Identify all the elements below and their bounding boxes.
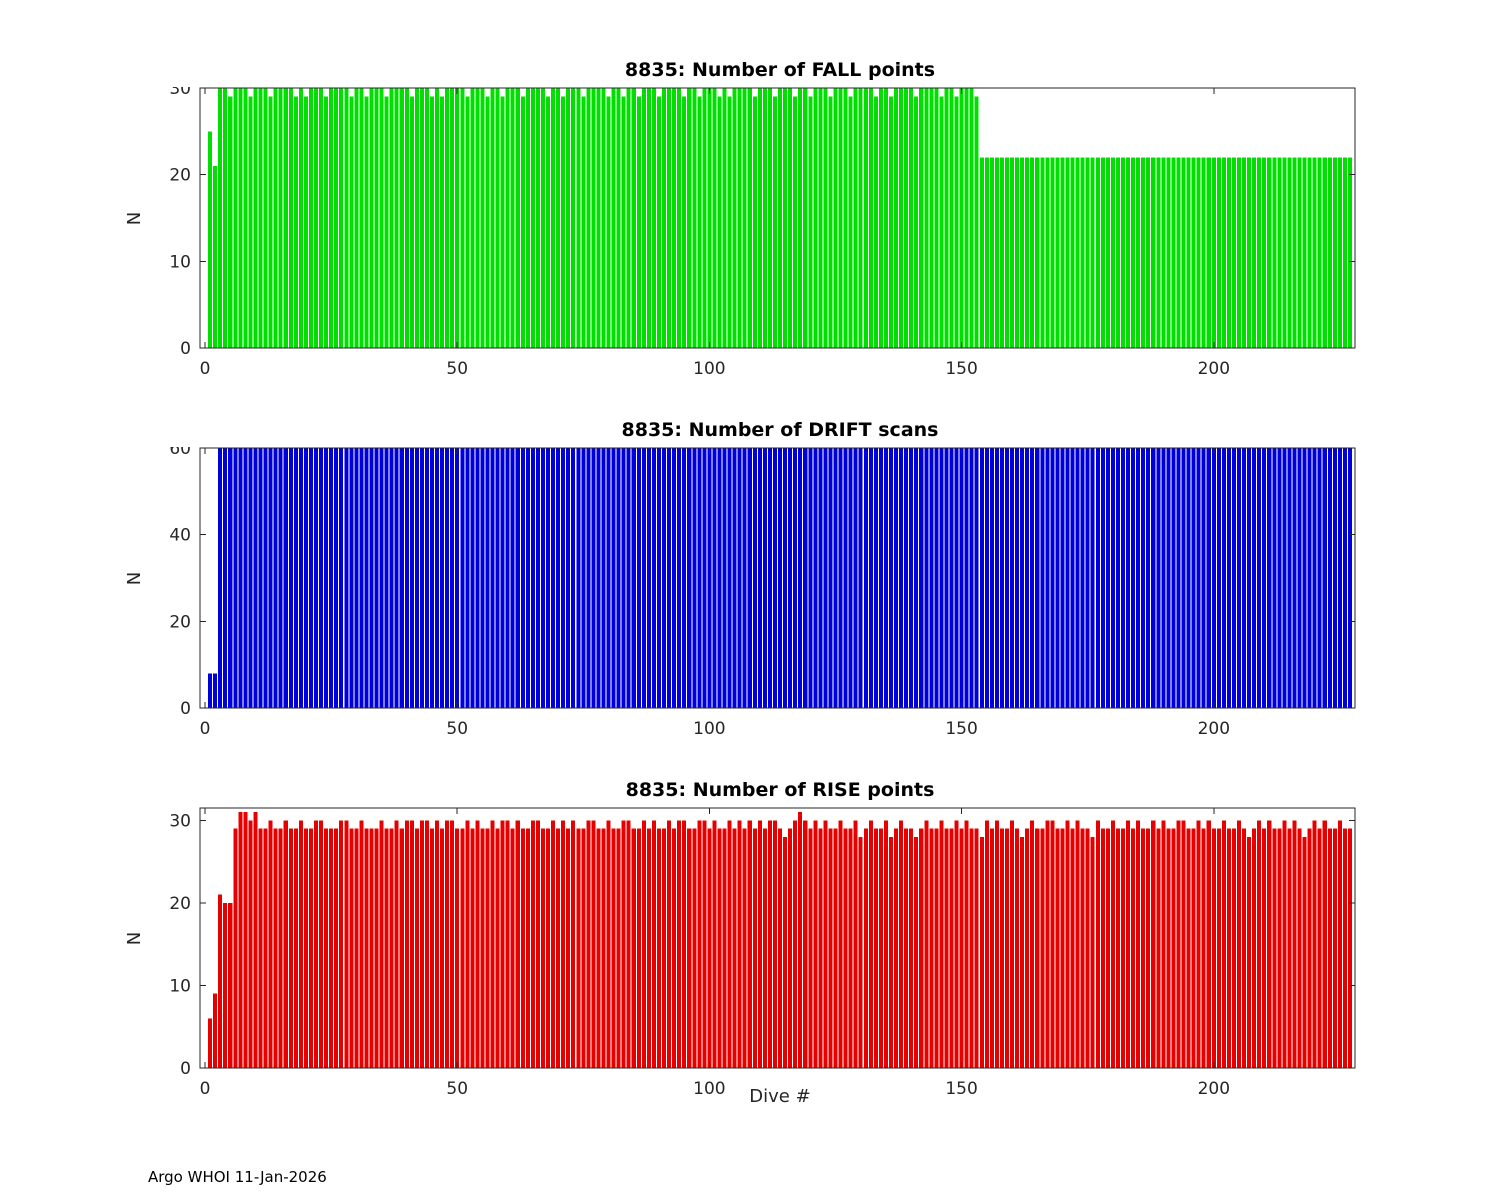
axes (199, 447, 1356, 709)
svg-text:100: 100 (693, 359, 725, 379)
svg-text:0: 0 (180, 699, 191, 719)
tick-labels: 0 50 100 150 200 0 20 40 60 (169, 447, 1230, 739)
watermark-text: Argo WHOI 11-Jan-2026 (148, 1168, 327, 1186)
svg-text:150: 150 (945, 719, 977, 739)
rise-chart-title: 8835: Number of RISE points (625, 779, 935, 801)
drift-chart-title: 8835: Number of DRIFT scans (621, 419, 939, 441)
svg-text:200: 200 (1198, 359, 1230, 379)
svg-text:10: 10 (169, 977, 191, 997)
rise-points-chart: 0 50 100 150 200 0 10 20 30 (169, 807, 1356, 1099)
tick-labels: 0 50 100 150 200 0 10 20 30 (169, 811, 1230, 1099)
bars (208, 448, 1352, 708)
svg-text:20: 20 (169, 894, 191, 914)
svg-text:150: 150 (945, 1079, 977, 1099)
svg-text:40: 40 (169, 526, 191, 546)
svg-text:20: 20 (169, 612, 191, 632)
svg-text:150: 150 (945, 359, 977, 379)
svg-text:50: 50 (446, 719, 468, 739)
svg-text:20: 20 (169, 166, 191, 186)
svg-text:0: 0 (180, 339, 191, 359)
svg-text:0: 0 (180, 1059, 191, 1079)
svg-text:60: 60 (169, 447, 191, 459)
svg-text:50: 50 (446, 359, 468, 379)
svg-text:30: 30 (169, 87, 191, 99)
svg-text:0: 0 (200, 359, 211, 379)
svg-text:100: 100 (693, 1079, 725, 1099)
svg-text:200: 200 (1198, 1079, 1230, 1099)
tick-labels: 0 50 100 150 200 0 10 20 30 (169, 87, 1230, 379)
svg-text:10: 10 (169, 252, 191, 272)
bars (208, 812, 1352, 1068)
fall-points-chart: 0 50 100 150 200 0 10 20 30 (169, 87, 1356, 379)
svg-text:0: 0 (200, 719, 211, 739)
svg-text:50: 50 (446, 1079, 468, 1099)
axes (199, 807, 1356, 1069)
x-axis-label: Dive # (749, 1086, 811, 1107)
bars (208, 88, 1352, 348)
fall-chart-title: 8835: Number of FALL points (624, 59, 936, 81)
axes (199, 87, 1356, 349)
svg-text:0: 0 (200, 1079, 211, 1099)
svg-text:30: 30 (169, 811, 191, 831)
svg-text:100: 100 (693, 719, 725, 739)
svg-text:200: 200 (1198, 719, 1230, 739)
drift-scans-chart: 0 50 100 150 200 0 20 40 60 (169, 447, 1356, 739)
